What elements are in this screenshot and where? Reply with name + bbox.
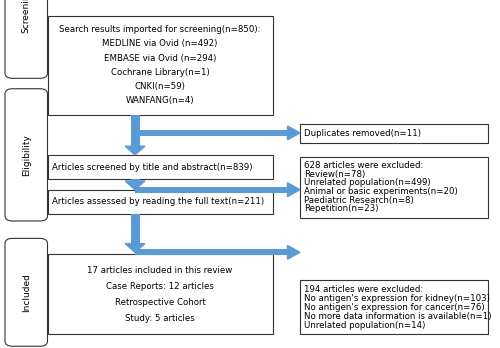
Bar bbox=[135, 130, 288, 136]
Text: Articles screened by title and abstract(n=839): Articles screened by title and abstract(… bbox=[52, 163, 253, 172]
Text: No antigen's expression for kidney(n=103): No antigen's expression for kidney(n=103… bbox=[304, 294, 490, 303]
Text: 194 articles were excluded:: 194 articles were excluded: bbox=[304, 285, 423, 294]
Text: EMBASE via Ovid (n=294): EMBASE via Ovid (n=294) bbox=[104, 54, 216, 63]
Bar bbox=[48, 190, 272, 214]
Text: Duplicates removed(n=11): Duplicates removed(n=11) bbox=[304, 129, 421, 137]
Text: Study: 5 articles: Study: 5 articles bbox=[125, 314, 195, 323]
Polygon shape bbox=[125, 244, 145, 252]
FancyBboxPatch shape bbox=[5, 238, 48, 346]
Text: Cochrane Library(n=1): Cochrane Library(n=1) bbox=[110, 68, 210, 77]
Bar bbox=[48, 155, 272, 179]
Bar bbox=[300, 157, 488, 218]
Bar bbox=[48, 16, 272, 115]
Bar bbox=[48, 254, 272, 334]
Text: Case Reports: 12 articles: Case Reports: 12 articles bbox=[106, 282, 214, 291]
Text: No more data information is available(n=1): No more data information is available(n=… bbox=[304, 311, 492, 321]
Text: Review(n=78): Review(n=78) bbox=[304, 169, 365, 179]
Bar bbox=[135, 249, 288, 255]
Polygon shape bbox=[288, 245, 300, 259]
Text: Unrelated population(n=14): Unrelated population(n=14) bbox=[304, 321, 426, 330]
Polygon shape bbox=[288, 183, 300, 197]
Text: No antigen's expression for cancer(n=76): No antigen's expression for cancer(n=76) bbox=[304, 303, 484, 311]
Text: 628 articles were excluded:: 628 articles were excluded: bbox=[304, 161, 424, 170]
Text: Screening: Screening bbox=[22, 0, 31, 33]
Text: 17 articles included in this review: 17 articles included in this review bbox=[88, 266, 233, 275]
Bar bbox=[300, 280, 488, 334]
Text: Articles assessed by reading the full text(n=211): Articles assessed by reading the full te… bbox=[52, 197, 264, 206]
Bar bbox=[130, 179, 140, 181]
Text: MEDLINE via Ovid (n=492): MEDLINE via Ovid (n=492) bbox=[102, 39, 218, 48]
Text: CNKI(n=59): CNKI(n=59) bbox=[134, 82, 186, 91]
Bar bbox=[300, 124, 488, 143]
Bar bbox=[130, 214, 140, 244]
Text: Included: Included bbox=[22, 273, 31, 312]
Text: Eligibility: Eligibility bbox=[22, 134, 31, 176]
Text: WANFANG(n=4): WANFANG(n=4) bbox=[126, 96, 194, 105]
Text: Search results imported for screening(n=850):: Search results imported for screening(n=… bbox=[60, 25, 261, 34]
Bar bbox=[130, 115, 140, 146]
Bar bbox=[135, 187, 288, 193]
Text: Paediatric Research(n=8): Paediatric Research(n=8) bbox=[304, 196, 414, 205]
Text: Animal or basic experiments(n=20): Animal or basic experiments(n=20) bbox=[304, 187, 458, 196]
Polygon shape bbox=[125, 146, 145, 155]
Text: Retrospective Cohort: Retrospective Cohort bbox=[114, 298, 206, 307]
Text: Unrelated population(n=499): Unrelated population(n=499) bbox=[304, 178, 430, 187]
FancyBboxPatch shape bbox=[5, 89, 48, 221]
Polygon shape bbox=[125, 181, 145, 190]
FancyBboxPatch shape bbox=[5, 0, 48, 78]
Polygon shape bbox=[288, 126, 300, 140]
Text: Repetition(n=23): Repetition(n=23) bbox=[304, 204, 378, 213]
